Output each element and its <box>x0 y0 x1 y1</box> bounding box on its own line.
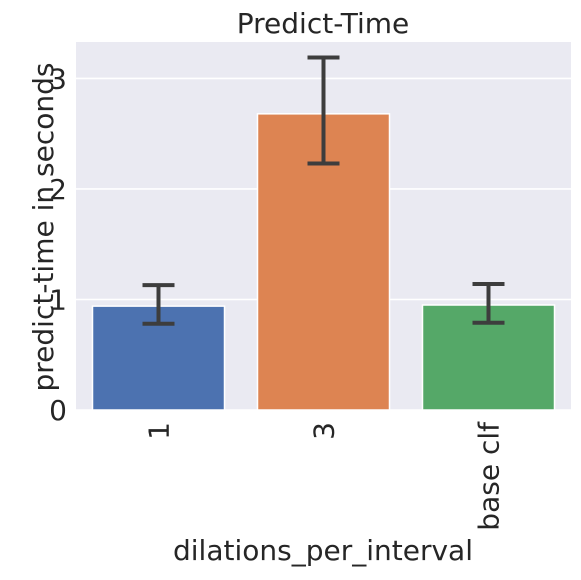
y-tick-label: 0 <box>49 394 67 427</box>
chart-title: Predict-Time <box>237 7 410 40</box>
y-tick-label: 2 <box>49 173 67 206</box>
y-axis-label: predict-time in seconds <box>27 63 60 392</box>
x-tick-label: 3 <box>308 422 341 440</box>
y-tick-label: 3 <box>49 62 67 95</box>
x-tick-label: base clf <box>473 421 506 531</box>
x-axis-label: dilations_per_interval <box>173 534 473 567</box>
y-tick-label: 1 <box>49 283 67 316</box>
x-tick-label: 1 <box>143 422 176 440</box>
